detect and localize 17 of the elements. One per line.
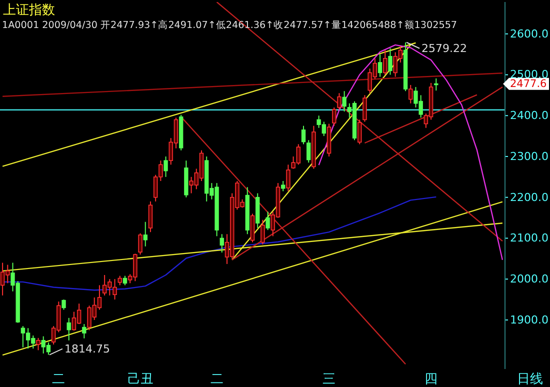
chart-title: 上证指数 <box>3 3 55 18</box>
x-tick-label: 二 <box>52 372 66 387</box>
annotation: 1814.75 <box>64 342 110 356</box>
text: 日线 <box>517 372 543 387</box>
y-tick-label: 1900.0 <box>510 313 548 326</box>
x-tick-label: 四 <box>424 372 438 387</box>
y-tick-label: 2200.0 <box>510 190 548 204</box>
y-tick-label: 2100.0 <box>510 232 548 245</box>
x-tick-label: 三 <box>322 372 336 387</box>
y-tick-label: 2300.0 <box>510 150 548 163</box>
annotation: 2579.22 <box>422 42 468 55</box>
x-tick-label: 二 <box>210 372 224 387</box>
text: 2477.6 <box>510 78 548 90</box>
y-tick-label: 2400.0 <box>510 109 548 122</box>
y-tick-label: 2000.0 <box>510 272 548 286</box>
x-tick-label: 己丑 <box>127 372 154 387</box>
y-tick-label: 2600.0 <box>510 27 548 40</box>
